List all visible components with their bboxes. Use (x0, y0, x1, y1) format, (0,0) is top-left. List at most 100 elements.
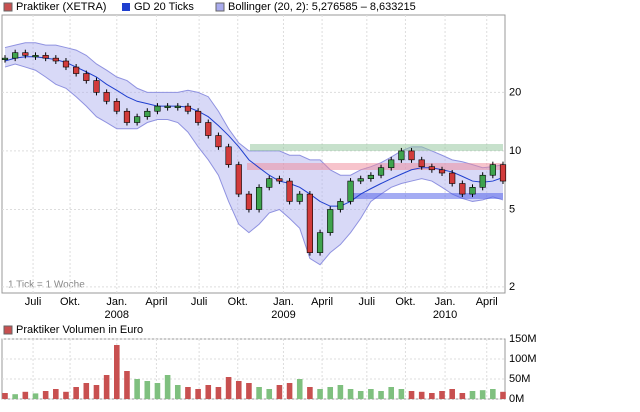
volume-bar (205, 385, 212, 399)
candle (428, 166, 435, 171)
candle (398, 150, 405, 161)
volume-bar (53, 389, 59, 399)
candle (316, 232, 324, 253)
candle (438, 169, 446, 174)
candle (337, 201, 344, 210)
x-tick-label: Okt. (60, 296, 80, 308)
candle (83, 73, 90, 81)
x-tick-label: Juli (359, 296, 376, 308)
candle (377, 167, 385, 176)
candle (215, 135, 222, 148)
y-tick-label: 2 (509, 281, 515, 293)
level-band (250, 144, 503, 151)
candle (347, 180, 354, 202)
volume-bar (286, 383, 293, 399)
candle (469, 187, 476, 195)
volume-bar (388, 387, 394, 399)
year-label: 2009 (271, 309, 295, 321)
moving-average (4, 56, 504, 207)
candle (205, 122, 212, 136)
volume-bar (337, 385, 344, 399)
legend-label: Praktiker Volumen in Euro (16, 324, 143, 336)
year-label: 2008 (105, 309, 129, 321)
candle (154, 105, 161, 112)
volume-bar (368, 389, 374, 399)
volume-bar (12, 394, 18, 399)
volume-bar (449, 389, 455, 399)
volume-bar (317, 389, 323, 399)
volume-bar (276, 385, 283, 399)
candle (144, 110, 151, 117)
volume-bar (500, 391, 506, 399)
candle (266, 178, 273, 188)
volume-bar (266, 389, 273, 399)
volume-bar (195, 389, 201, 399)
volume-bar (93, 385, 100, 399)
volume-bar (459, 393, 466, 399)
volume-bar (144, 381, 151, 399)
candle (164, 105, 171, 108)
volume-bar (307, 387, 313, 399)
volume-bar (429, 393, 435, 399)
bollinger-lower (4, 63, 504, 266)
volume-bar (73, 387, 79, 399)
x-tick-label: Okt. (228, 296, 248, 308)
volume-bar (490, 389, 496, 399)
x-tick-label: Jan. (435, 296, 456, 308)
volume-bar (134, 379, 140, 399)
legend-label: GD 20 Ticks (134, 1, 194, 13)
price-panel (1, 14, 506, 294)
candle (195, 110, 202, 123)
legend-label: Praktiker (XETRA) (16, 1, 106, 13)
candle (327, 209, 334, 233)
candle (296, 193, 303, 202)
candle (306, 193, 313, 253)
legend-label: Bollinger (20, 2): 5,276585 – 8,633215 (228, 1, 416, 13)
legend-swatch (215, 2, 225, 12)
candle (103, 92, 110, 102)
candle (449, 172, 456, 184)
candle (408, 150, 415, 161)
y-tick-label: 10 (509, 145, 521, 157)
y-tick-label: 20 (509, 86, 521, 98)
candle (22, 52, 29, 56)
candle (255, 187, 263, 210)
volume-bar (114, 345, 120, 399)
candle (12, 52, 19, 59)
volume-bar (378, 391, 384, 399)
volume-bar (32, 393, 39, 399)
candle (388, 159, 395, 168)
volume-panel (1, 338, 506, 400)
x-tick-label: April (145, 296, 167, 308)
candle (184, 105, 192, 112)
candle (225, 146, 232, 165)
candle (134, 116, 141, 123)
x-tick-label: April (476, 296, 498, 308)
y-tick-label: 150M (509, 333, 537, 345)
x-tick-label: Juli (25, 296, 42, 308)
level-band (350, 193, 503, 199)
candle (367, 174, 374, 179)
candle (113, 100, 120, 112)
y-tick-label: 50M (509, 373, 530, 385)
y-tick-label: 100M (509, 353, 537, 365)
candle (32, 55, 39, 58)
volume-bar (174, 385, 181, 399)
volume-bar (479, 390, 486, 399)
volume-bar (439, 391, 445, 399)
candle (276, 178, 283, 182)
level-band (247, 163, 503, 170)
volume-bar (408, 391, 415, 399)
candle (62, 60, 70, 68)
legend-swatch (3, 325, 13, 335)
candle (459, 183, 466, 195)
x-tick-label: Jan. (273, 296, 294, 308)
candle (174, 105, 181, 108)
candle (357, 178, 364, 182)
legend-swatch (122, 3, 130, 11)
legend-swatch (3, 2, 13, 12)
volume-bar (469, 391, 476, 399)
volume-bar (2, 393, 8, 399)
volume-bar (398, 389, 405, 399)
